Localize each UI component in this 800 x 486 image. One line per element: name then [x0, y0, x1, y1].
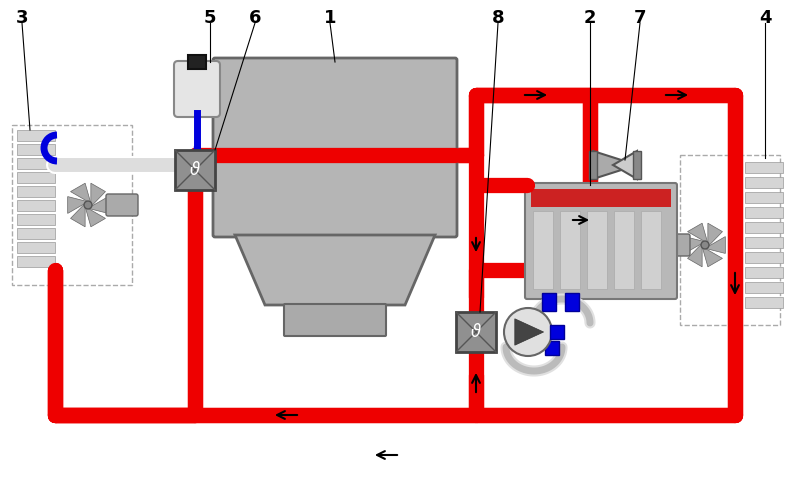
Polygon shape — [515, 319, 544, 345]
Bar — [17, 158, 55, 169]
Text: 2: 2 — [584, 9, 596, 27]
Bar — [531, 189, 671, 207]
FancyBboxPatch shape — [284, 304, 386, 336]
Polygon shape — [235, 235, 435, 305]
FancyBboxPatch shape — [525, 183, 677, 299]
Text: 3: 3 — [16, 9, 28, 27]
Bar — [17, 186, 55, 197]
Bar — [680, 155, 780, 325]
Polygon shape — [70, 183, 91, 203]
Polygon shape — [88, 196, 108, 213]
Text: $\vartheta$: $\vartheta$ — [470, 323, 482, 341]
Text: 1: 1 — [324, 9, 336, 27]
Bar — [745, 222, 783, 233]
Bar — [17, 214, 55, 225]
Circle shape — [701, 241, 709, 249]
Circle shape — [84, 201, 92, 209]
Bar — [745, 282, 783, 293]
Polygon shape — [85, 207, 106, 227]
Bar — [633, 151, 641, 179]
Polygon shape — [708, 223, 722, 247]
Bar — [745, 192, 783, 203]
Bar — [587, 211, 607, 289]
FancyBboxPatch shape — [174, 61, 220, 117]
Polygon shape — [705, 237, 726, 253]
FancyBboxPatch shape — [213, 58, 457, 237]
Bar — [533, 211, 553, 289]
Text: $\vartheta$: $\vartheta$ — [189, 161, 201, 179]
Polygon shape — [593, 151, 637, 179]
Bar — [745, 267, 783, 278]
Polygon shape — [70, 203, 85, 227]
Bar — [641, 211, 661, 289]
Bar — [17, 228, 55, 239]
Bar — [614, 211, 634, 289]
Bar — [17, 242, 55, 253]
Circle shape — [504, 308, 552, 356]
Text: 7: 7 — [634, 9, 646, 27]
Bar — [745, 162, 783, 173]
Bar — [745, 237, 783, 248]
Text: 4: 4 — [758, 9, 771, 27]
Bar — [12, 125, 132, 285]
Bar — [745, 297, 783, 308]
Bar — [456, 312, 496, 352]
Polygon shape — [685, 237, 705, 253]
Bar — [565, 293, 579, 311]
Bar — [17, 200, 55, 211]
Bar — [745, 177, 783, 188]
Text: 6: 6 — [249, 9, 262, 27]
Bar — [188, 55, 206, 69]
Polygon shape — [687, 223, 708, 243]
Text: 8: 8 — [492, 9, 504, 27]
Bar — [17, 256, 55, 267]
Bar — [17, 172, 55, 183]
Bar — [550, 325, 564, 339]
Bar — [745, 252, 783, 263]
Polygon shape — [687, 243, 702, 267]
Bar — [175, 150, 215, 190]
Bar — [745, 207, 783, 218]
Polygon shape — [91, 183, 106, 207]
Polygon shape — [702, 247, 722, 267]
Bar — [17, 144, 55, 155]
Bar — [589, 151, 597, 179]
Text: 5: 5 — [204, 9, 216, 27]
Bar — [17, 130, 55, 141]
FancyBboxPatch shape — [658, 234, 690, 256]
Polygon shape — [613, 151, 637, 179]
FancyBboxPatch shape — [106, 194, 138, 216]
Bar — [560, 211, 580, 289]
Bar — [542, 293, 556, 311]
Polygon shape — [68, 196, 88, 213]
Bar — [545, 341, 559, 355]
